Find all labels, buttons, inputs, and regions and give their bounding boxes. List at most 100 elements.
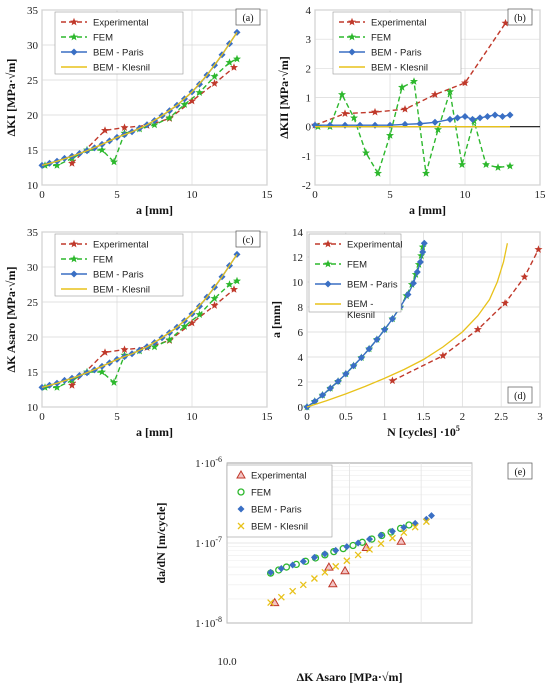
legend-label: FEM — [93, 255, 113, 266]
data-point — [342, 370, 350, 378]
data-point — [277, 593, 285, 601]
legend-marker — [324, 280, 332, 288]
data-point — [101, 126, 109, 134]
y-axis-label: ΔKI [MPa·√m] — [4, 59, 18, 137]
legend-marker — [237, 488, 245, 496]
data-point — [98, 145, 106, 154]
data-point — [400, 523, 408, 531]
data-point — [277, 565, 285, 573]
x-tick-label: 0 — [39, 189, 45, 201]
y-tick-label: 12 — [292, 252, 303, 264]
legend-label: BEM - Paris — [93, 48, 144, 59]
data-point — [377, 531, 385, 539]
data-point — [195, 310, 204, 318]
legend-marker — [237, 505, 245, 513]
data-point — [341, 109, 349, 117]
legend: Experimental FEM BEM - Paris BEM - Klesnil — [54, 233, 184, 297]
data-point — [388, 534, 396, 542]
data-point — [334, 377, 342, 385]
data-point — [400, 529, 408, 537]
data-point — [411, 270, 420, 278]
data-point — [349, 541, 357, 550]
data-point — [411, 523, 419, 531]
series-line — [71, 288, 235, 386]
data-point — [431, 118, 439, 126]
data-point — [476, 114, 484, 122]
data-point — [396, 536, 407, 545]
series-bem-paris — [267, 512, 435, 576]
data-point — [446, 87, 454, 96]
legend-label: Experimental — [347, 240, 402, 251]
y-tick-label: 25 — [27, 75, 39, 87]
y-axis-label: ΔK Asaro [MPa·√m] — [4, 267, 18, 373]
series-experimental — [388, 245, 543, 385]
chart-a: 0 5 10 15 10 15 20 25 30 35 a [mm] ΔKI [MPa·√m] Expe… — [4, 5, 273, 217]
data-point — [438, 351, 447, 360]
panel-label: (d) — [514, 391, 526, 402]
data-point — [230, 285, 238, 293]
data-point — [101, 348, 109, 356]
data-point — [210, 301, 219, 309]
data-point — [494, 163, 502, 171]
data-point — [332, 562, 340, 570]
panel-label-box — [507, 386, 533, 404]
series-line — [41, 254, 238, 389]
data-point — [366, 546, 373, 553]
y-tick-label: 6 — [298, 327, 304, 339]
data-point — [419, 248, 427, 256]
series-experimental — [269, 536, 407, 607]
legend-label: FEM — [251, 488, 271, 499]
data-point — [188, 96, 196, 105]
data-point — [404, 291, 412, 298]
panel-label-box — [507, 462, 533, 480]
legend-marker — [70, 17, 78, 26]
data-point — [210, 72, 219, 80]
data-point — [374, 169, 382, 177]
legend-label: BEM - Klesnil — [251, 522, 308, 533]
data-point — [319, 391, 327, 399]
data-point — [416, 258, 424, 266]
data-point — [350, 362, 358, 370]
data-point — [410, 77, 418, 85]
y-tick-label: 1 — [306, 93, 312, 105]
panel-label-box — [235, 8, 261, 26]
data-point — [338, 90, 346, 98]
x-tick-label: 5 — [114, 189, 120, 201]
x-tick-label: 5 — [114, 411, 120, 423]
data-point — [225, 280, 234, 288]
x-axis-label: N [cycles] ·105 — [387, 424, 460, 439]
legend-label: BEM - Paris — [371, 48, 422, 59]
data-point — [53, 383, 61, 391]
x-tick-label: 1 — [382, 411, 388, 423]
y-axis-label: da/dN [m/cycle] — [154, 503, 168, 584]
data-point — [350, 113, 358, 122]
x-axis-label: a [mm] — [409, 203, 446, 217]
y-tick-label: 15 — [27, 145, 39, 157]
x-axis-label: a [mm] — [136, 425, 173, 439]
data-point — [501, 18, 510, 27]
data-point — [188, 318, 196, 327]
series-bem-paris — [303, 239, 428, 411]
data-point — [150, 342, 159, 351]
legend-box — [332, 11, 462, 75]
y-tick-label: 35 — [27, 227, 39, 239]
data-point — [332, 546, 340, 554]
y-tick-label: 0 — [298, 402, 304, 414]
chart-e: 10.0 1·10-6 1·10-7 1·10-8 ΔK Asaro [MPa·√m] d… — [154, 455, 533, 684]
legend-label: BEM - Paris — [347, 280, 398, 291]
y-axis-label: a [mm] — [269, 301, 283, 338]
data-point — [388, 527, 396, 535]
data-point — [98, 367, 106, 376]
y-tick-label: 1·10-6 — [195, 455, 222, 470]
data-point — [225, 58, 234, 66]
data-point — [499, 112, 506, 120]
legend: Experimental FEM BEM - Paris BEM - Klesnil — [332, 11, 462, 75]
y-tick-label: 35 — [27, 5, 39, 17]
panel-label: (b) — [514, 13, 526, 24]
panel-label-box — [507, 8, 533, 26]
data-point — [506, 161, 514, 170]
data-point — [377, 540, 385, 548]
series-line — [71, 66, 235, 164]
legend-label: BEM - Klesnil — [93, 285, 150, 296]
legend-label: Experimental — [251, 471, 306, 482]
